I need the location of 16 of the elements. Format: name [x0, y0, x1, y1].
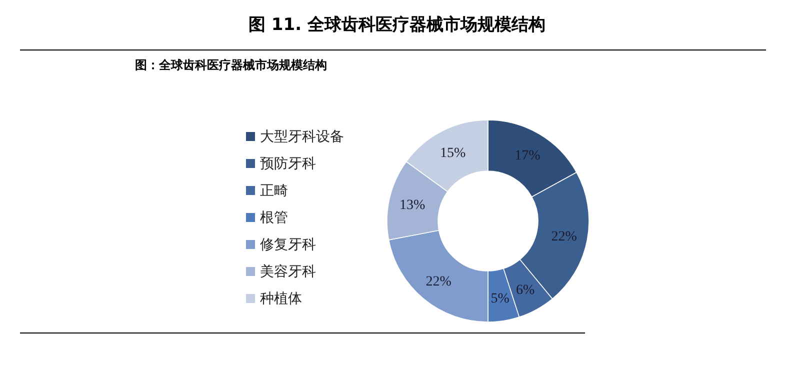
chart-subtitle: 图：全球齿科医疗器械市场规模结构	[135, 58, 327, 72]
legend-label: 大型牙科设备	[260, 129, 344, 145]
data-label: 13%	[400, 198, 426, 214]
legend-label: 种植体	[260, 291, 302, 307]
legend-label: 预防牙科	[260, 156, 316, 172]
legend-label: 正畸	[260, 183, 288, 199]
legend-label: 修复牙科	[260, 237, 316, 253]
data-label: 6%	[516, 282, 535, 298]
data-label: 5%	[490, 292, 510, 307]
data-label: 15%	[440, 146, 466, 161]
legend-label: 美容牙科	[260, 264, 316, 280]
chart-title: 图 11. 全球齿科医疗器械市场规模结构	[248, 15, 546, 35]
data-label: 22%	[426, 274, 452, 290]
legend-label: 根管	[260, 210, 288, 226]
data-label: 22%	[551, 230, 578, 245]
data-label: 17%	[514, 148, 541, 164]
